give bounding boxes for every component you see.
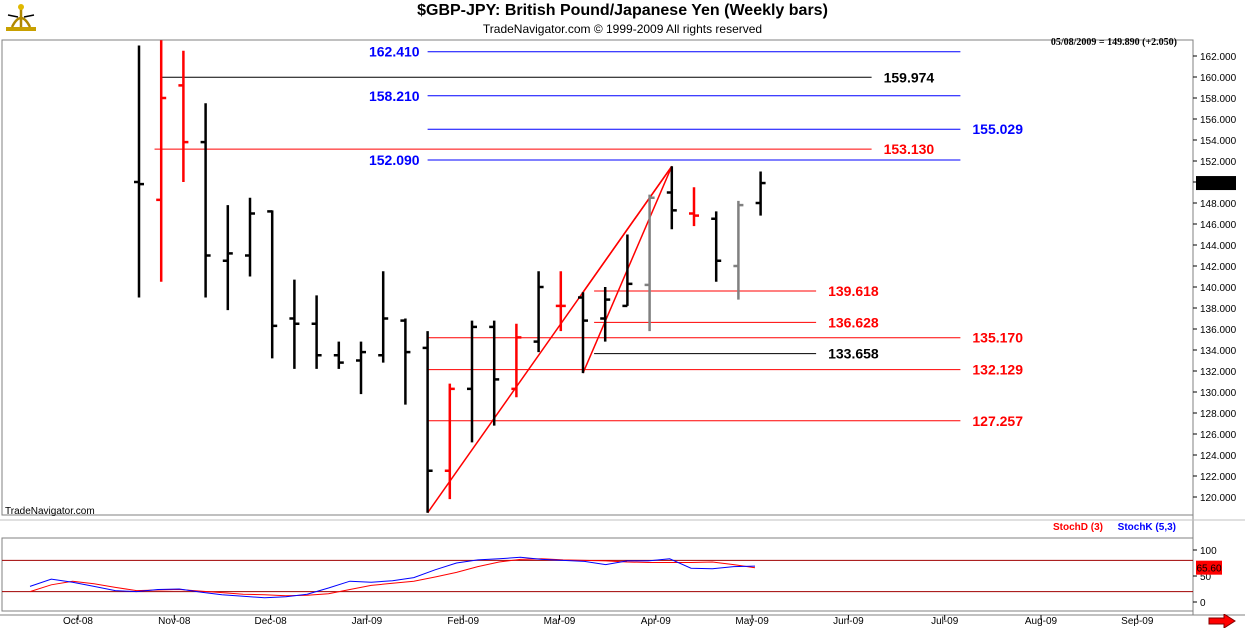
- level-label: 135.170: [972, 330, 1023, 346]
- stoch-y-tick-label: 50: [1200, 572, 1212, 583]
- x-tick-label: Oct-08: [63, 616, 93, 627]
- y-tick-label: 142.000: [1200, 262, 1237, 273]
- stoch-y-tick-label: 0: [1200, 598, 1206, 609]
- y-tick-label: 144.000: [1200, 241, 1237, 252]
- level-label: 159.974: [884, 69, 935, 85]
- level-label: 136.628: [828, 314, 879, 330]
- y-tick-label: 154.000: [1200, 136, 1237, 147]
- stochk-legend-label: StochK (5,3): [1118, 522, 1176, 533]
- y-tick-label: 146.000: [1200, 220, 1237, 231]
- x-tick-label: May-09: [735, 616, 769, 627]
- price-panel-frame: [1, 39, 1194, 516]
- x-tick-label: Aug-09: [1025, 616, 1058, 627]
- x-tick-label: Jul-09: [931, 616, 959, 627]
- level-label: 139.618: [828, 283, 879, 299]
- y-tick-label: 134.000: [1200, 346, 1237, 357]
- level-label: 132.129: [972, 362, 1023, 378]
- level-label: 162.410: [369, 44, 420, 60]
- y-tick-label: 130.000: [1200, 388, 1237, 399]
- date-price-readout: 05/08/2009 = 149.890 (+2.050): [1050, 37, 1177, 48]
- x-tick-label: Jun-09: [833, 616, 864, 627]
- y-tick-label: 124.000: [1200, 451, 1237, 462]
- y-tick-label: 138.000: [1200, 304, 1237, 315]
- y-tick-label: 148.000: [1200, 199, 1237, 210]
- y-tick-label: 156.000: [1200, 115, 1237, 126]
- stoch-value-box: [1196, 560, 1222, 575]
- y-tick-label: 152.000: [1200, 157, 1237, 168]
- x-tick-label: Sep-09: [1121, 616, 1154, 627]
- y-tick-label: 128.000: [1200, 409, 1237, 420]
- y-tick-label: 158.000: [1200, 94, 1237, 105]
- last-price-box: [1196, 176, 1236, 191]
- y-tick-label: 160.000: [1200, 73, 1237, 84]
- level-label: 152.090: [369, 152, 420, 168]
- y-tick-label: 136.000: [1200, 325, 1237, 336]
- sextant-logo-icon[interactable]: [4, 3, 38, 33]
- stoch-series-line: [29, 556, 756, 599]
- x-tick-label: Mar-09: [544, 616, 576, 627]
- scroll-right-arrow-icon[interactable]: [1208, 613, 1236, 629]
- stoch-panel-frame: [1, 537, 1194, 612]
- level-label: 155.029: [972, 121, 1023, 137]
- level-label: 127.257: [972, 413, 1023, 429]
- x-tick-label: Feb-09: [447, 616, 479, 627]
- x-tick-label: Jan-09: [352, 616, 383, 627]
- y-tick-label: 120.000: [1200, 493, 1237, 504]
- level-label: 133.658: [828, 346, 879, 362]
- y-tick-label: 132.000: [1200, 367, 1237, 378]
- last-price-label: 149.890: [1198, 179, 1235, 190]
- x-tick-label: Apr-09: [641, 616, 671, 627]
- y-tick-label: 140.000: [1200, 283, 1237, 294]
- level-label: 153.130: [884, 141, 935, 157]
- x-tick-label: Nov-08: [158, 616, 191, 627]
- chart-title: $GBP-JPY: British Pound/Japanese Yen (We…: [417, 2, 828, 19]
- stoch-y-tick-label: 100: [1200, 546, 1217, 557]
- y-tick-label: 122.000: [1200, 472, 1237, 483]
- copyright-text: TradeNavigator.com © 1999-2009 All right…: [482, 22, 763, 36]
- level-label: 158.210: [369, 88, 420, 104]
- trend-line: [582, 165, 673, 293]
- stochd-legend-label: StochD (3): [1053, 522, 1103, 533]
- y-tick-label: 126.000: [1200, 430, 1237, 441]
- stoch-value-label: 65.60: [1196, 564, 1221, 575]
- x-tick-label: Dec-08: [254, 616, 287, 627]
- watermark-text: TradeNavigator.com: [5, 506, 95, 517]
- y-tick-label: 162.000: [1200, 52, 1237, 63]
